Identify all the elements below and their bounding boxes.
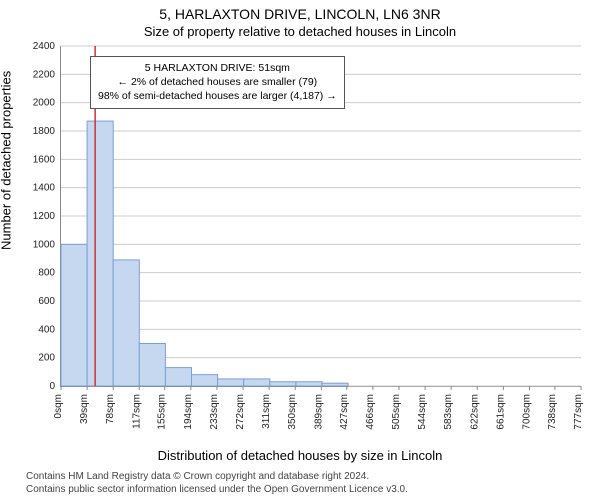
histogram-bar — [192, 375, 218, 386]
x-tick-label: 427sqm — [339, 394, 350, 430]
foot-l1: Contains HM Land Registry data © Crown c… — [26, 471, 408, 484]
annot-line3: 98% of semi-detached houses are larger (… — [98, 89, 337, 103]
foot-l2: Contains public sector information licen… — [26, 484, 408, 497]
x-tick-label: 700sqm — [521, 394, 532, 430]
histogram-bar — [165, 368, 191, 386]
y-tick-label: 1400 — [33, 183, 56, 194]
x-tick-label: 155sqm — [157, 394, 168, 430]
footnote: Contains HM Land Registry data © Crown c… — [26, 471, 408, 496]
x-tick-label: 350sqm — [287, 394, 298, 430]
x-tick-label: 505sqm — [391, 394, 402, 430]
address-title: 5, HARLAXTON DRIVE, LINCOLN, LN6 3NR — [0, 6, 600, 22]
x-tick-label: 544sqm — [417, 394, 428, 430]
y-tick-label: 2000 — [33, 98, 56, 109]
histogram-bar — [296, 382, 322, 386]
y-tick-label: 800 — [38, 268, 55, 279]
x-tick-label: 738sqm — [547, 394, 558, 430]
x-tick-label: 272sqm — [235, 394, 246, 430]
histogram-bar — [87, 121, 113, 386]
x-tick-label: 233sqm — [209, 394, 220, 430]
y-tick-label: 400 — [38, 324, 55, 335]
x-tick-label: 389sqm — [313, 394, 324, 430]
histogram-bar — [139, 344, 165, 387]
y-tick-label: 2200 — [33, 69, 56, 80]
x-tick-label: 311sqm — [261, 394, 272, 429]
y-tick-label: 0 — [49, 381, 55, 392]
y-tick-label: 200 — [38, 353, 55, 364]
x-tick-label: 583sqm — [443, 394, 454, 430]
histogram-bar — [244, 379, 270, 386]
histogram-bar — [113, 260, 139, 386]
y-tick-label: 2400 — [33, 41, 56, 52]
histogram-bar — [218, 379, 244, 386]
y-tick-label: 1800 — [33, 126, 56, 137]
x-tick-label: 78sqm — [105, 394, 116, 424]
y-tick-label: 1000 — [33, 239, 56, 250]
y-tick-label: 600 — [38, 296, 55, 307]
y-tick-label: 1200 — [33, 211, 56, 222]
x-axis-label: Distribution of detached houses by size … — [0, 448, 600, 463]
x-tick-label: 39sqm — [79, 394, 90, 424]
x-tick-label: 777sqm — [573, 394, 584, 430]
histogram-bar — [322, 383, 348, 386]
annot-line1: 5 HARLAXTON DRIVE: 51sqm — [98, 61, 337, 75]
y-tick-label: 1600 — [33, 154, 56, 165]
property-annotation: 5 HARLAXTON DRIVE: 51sqm ← 2% of detache… — [90, 56, 345, 109]
subtitle: Size of property relative to detached ho… — [0, 24, 600, 39]
histogram-bar — [61, 244, 87, 386]
x-tick-label: 0sqm — [53, 394, 64, 418]
annot-line2: ← 2% of detached houses are smaller (79) — [98, 75, 337, 89]
x-tick-label: 194sqm — [183, 394, 194, 430]
x-tick-label: 466sqm — [365, 394, 376, 430]
histogram-bar — [270, 382, 296, 386]
x-tick-label: 661sqm — [495, 394, 506, 430]
y-axis-label: Number of detached properties — [0, 71, 14, 250]
x-tick-label: 622sqm — [469, 394, 480, 430]
x-tick-label: 117sqm — [131, 394, 142, 429]
